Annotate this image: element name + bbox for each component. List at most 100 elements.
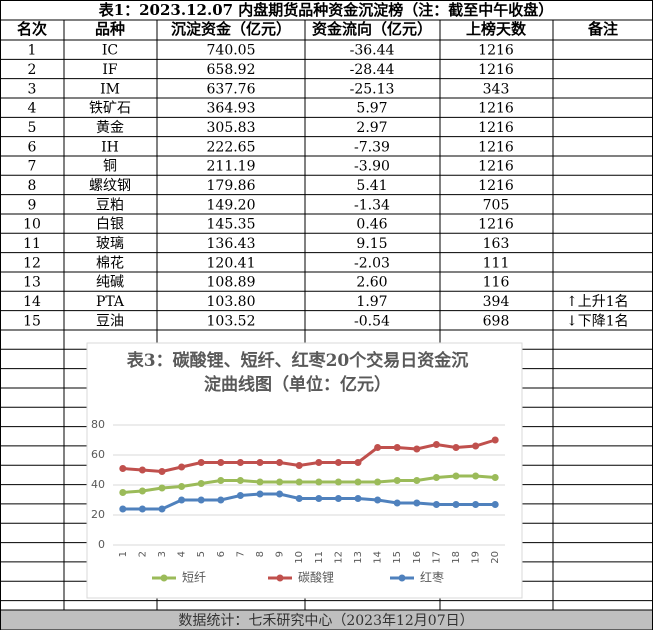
table-cell: 9 xyxy=(28,197,37,213)
table-cell: 222.65 xyxy=(207,139,256,155)
point xyxy=(138,487,146,495)
table-cell: 9.15 xyxy=(356,236,387,252)
x-tick-label: 19 xyxy=(471,551,482,564)
table-cell: 179.86 xyxy=(207,178,256,194)
point xyxy=(276,459,284,466)
point xyxy=(138,505,146,513)
point xyxy=(236,477,244,484)
table-cell: 10 xyxy=(23,217,41,233)
table-cell: 364.93 xyxy=(207,101,256,117)
table-cell: 211.19 xyxy=(207,159,256,175)
point xyxy=(197,459,205,466)
point xyxy=(295,478,303,486)
point xyxy=(295,495,303,502)
table-cell: -36.44 xyxy=(350,43,395,59)
point xyxy=(354,495,362,502)
x-tick-label: 18 xyxy=(451,551,462,564)
table-cell: 1216 xyxy=(478,101,514,117)
point xyxy=(491,436,499,444)
x-tick-label: 15 xyxy=(392,551,403,564)
table-cell: 2.60 xyxy=(356,275,387,291)
table-cell: 1216 xyxy=(478,178,514,194)
x-tick-label: 13 xyxy=(353,551,364,564)
point xyxy=(334,478,342,486)
point xyxy=(158,505,166,513)
table-cell: 6 xyxy=(28,139,37,155)
table-cell: 111 xyxy=(483,255,510,271)
point xyxy=(197,480,205,487)
table-cell: 8 xyxy=(28,178,37,194)
table-cell: 740.05 xyxy=(207,43,256,59)
point xyxy=(334,495,342,502)
footer: 数据统计：七禾研究中心（2023年12月07日） xyxy=(178,613,473,629)
point xyxy=(256,478,264,486)
table-cell: -0.54 xyxy=(354,313,390,329)
point xyxy=(393,499,401,507)
table-cell: 163 xyxy=(483,236,510,252)
table-cell: 2 xyxy=(28,62,37,78)
x-tick-label: 5 xyxy=(196,551,207,557)
table-cell: 1.97 xyxy=(356,294,387,310)
x-tick-label: 17 xyxy=(431,551,442,564)
table-cell: 1216 xyxy=(478,120,514,136)
y-tick-label: 40 xyxy=(91,478,105,491)
table-cell: 136.43 xyxy=(207,236,256,252)
point xyxy=(119,465,127,472)
point xyxy=(119,505,127,513)
x-tick-label: 6 xyxy=(216,551,227,557)
x-tick-label: 2 xyxy=(137,551,148,557)
header-cell: 沉淀资金（亿元） xyxy=(171,20,291,38)
table-cell: PTA xyxy=(96,294,125,310)
table-cell: 14 xyxy=(23,294,41,310)
table-cell: -3.90 xyxy=(354,159,390,175)
table-cell: 铁矿石 xyxy=(89,101,131,117)
table-cell: IH xyxy=(101,139,119,155)
x-tick-label: 12 xyxy=(333,551,344,564)
table-cell: 1216 xyxy=(478,62,514,78)
table-cell: -28.44 xyxy=(350,62,395,78)
point xyxy=(217,459,225,466)
point xyxy=(178,463,186,471)
header-cell: 资金流向（亿元） xyxy=(312,20,432,38)
x-tick-label: 16 xyxy=(412,551,423,564)
table-cell: -1.34 xyxy=(354,197,390,213)
point xyxy=(432,441,440,448)
point xyxy=(256,459,264,466)
y-tick-label: 60 xyxy=(91,448,105,461)
table-cell: 0.46 xyxy=(356,217,387,233)
point xyxy=(315,459,323,466)
table-cell: 5.97 xyxy=(356,101,387,117)
point xyxy=(217,496,225,504)
table-cell: 108.89 xyxy=(207,275,256,291)
header-cell: 名次 xyxy=(17,20,47,38)
table-cell: 658.92 xyxy=(207,62,256,78)
table-cell: IM xyxy=(100,81,120,97)
table-cell: 305.83 xyxy=(207,120,256,136)
point xyxy=(374,478,382,486)
table-cell: -25.13 xyxy=(350,81,395,97)
table-cell: 116 xyxy=(483,275,510,291)
x-tick-label: 3 xyxy=(157,551,168,557)
table-cell: -2.03 xyxy=(354,255,390,271)
table-cell: 螺纹钢 xyxy=(89,178,131,194)
table-cell: 145.35 xyxy=(207,217,256,233)
point xyxy=(354,459,362,466)
point xyxy=(236,492,244,499)
table-cell: 铜 xyxy=(103,159,117,175)
x-tick-label: 11 xyxy=(314,551,325,564)
point xyxy=(393,477,401,484)
header-cell: 品种 xyxy=(95,20,125,38)
table-cell: 1216 xyxy=(478,217,514,233)
y-tick-label: 80 xyxy=(91,418,105,431)
point xyxy=(354,478,362,486)
point xyxy=(158,468,166,475)
point xyxy=(276,490,284,498)
point xyxy=(374,496,382,504)
table-cell: 120.41 xyxy=(207,255,256,271)
point xyxy=(491,501,499,508)
table-cell: 5 xyxy=(28,120,37,136)
table-cell: 纯碱 xyxy=(96,275,124,291)
table-cell: 豆粕 xyxy=(96,197,124,213)
